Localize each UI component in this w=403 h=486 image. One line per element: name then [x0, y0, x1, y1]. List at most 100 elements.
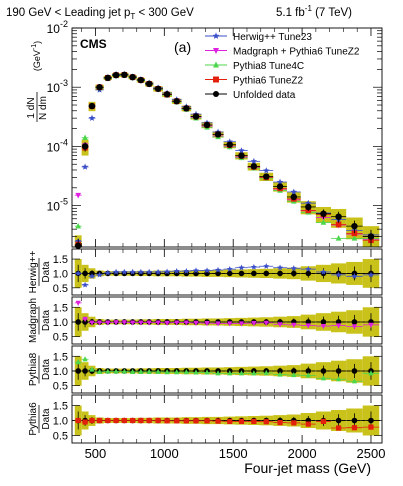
x-tick-label: 2500 [357, 446, 386, 461]
ratio-ylabel-den: Data [41, 261, 52, 283]
data-point [351, 230, 358, 237]
x-tick-label: 500 [85, 446, 107, 461]
mc-ratio-point [351, 324, 358, 330]
mc-ratio-point [183, 320, 189, 326]
mc-ratio-point [121, 320, 127, 326]
mc-ratio-point [183, 418, 189, 424]
data-point [203, 121, 211, 129]
mc-ratio-point [227, 418, 233, 424]
mc-ratio-point [291, 371, 297, 378]
mc-ratio-point [238, 418, 245, 424]
legend-label: Madgraph + Pythia6 TuneZ2 [233, 47, 360, 58]
mc-ratio-point [368, 424, 374, 430]
mc-ratio-point [130, 417, 136, 424]
data-point [163, 91, 171, 98]
mc-ratio-point [336, 376, 342, 382]
legend-marker [213, 61, 219, 68]
mc-ratio-point [193, 418, 199, 424]
main-frame [71, 27, 383, 248]
data-ratio-point [82, 270, 88, 277]
mc-ratio-point [215, 370, 221, 376]
data-point [81, 163, 89, 170]
data-point [276, 178, 284, 185]
mc-ratio-point [82, 281, 89, 288]
x-tick-label: 2000 [288, 446, 317, 461]
main-ytick-label: 10-4 [47, 137, 68, 154]
data-point [290, 188, 298, 195]
data-point [263, 167, 270, 174]
data-point [183, 105, 190, 112]
legend-marker [212, 32, 220, 39]
mc-ratio-point [105, 320, 111, 326]
data-point [335, 221, 342, 228]
mc-ratio-point [96, 368, 103, 374]
y-title-num: 1 dN [26, 97, 37, 118]
legend-marker [213, 91, 219, 97]
mc-ratio-point [251, 418, 257, 424]
ratio-ylabel-den: Data [41, 408, 52, 430]
mc-ratio-point [173, 267, 180, 274]
data-point [320, 219, 327, 225]
data-point [290, 193, 298, 201]
data-point [305, 203, 312, 211]
ratio-ytick-label: 1.5 [53, 401, 68, 413]
mc-ratio-point [82, 316, 88, 323]
mc-ratio-point [215, 321, 221, 327]
mc-ratio-point [277, 371, 283, 377]
legend-label: Pythia6 TuneZ2 [233, 76, 303, 87]
mc-ratio-point [96, 320, 103, 326]
mc-ratio-point [164, 418, 170, 424]
main-ytick-label: 10-3 [47, 78, 68, 95]
uncertainty-band [74, 72, 380, 247]
ratio-ytick-label: 1.5 [53, 254, 68, 266]
mc-ratio-point [204, 418, 210, 424]
data-ratio-point [277, 368, 283, 374]
mc-ratio-point [215, 418, 221, 424]
data-point [88, 114, 96, 121]
main-y-axis-title: 1 dN N dm (GeV-1) [26, 41, 49, 122]
data-ratio-point [305, 319, 312, 325]
legend: Herwig++ Tune23 Madgraph + Pythia6 TuneZ2… [205, 32, 360, 101]
mc-ratio-point [183, 267, 190, 274]
data-point [154, 85, 162, 92]
data-ratio-point [291, 368, 297, 374]
ratio-panel-herwig-: 0.5 1.0 1.5 Herwig++ Data [28, 248, 383, 296]
mc-ratio-point [320, 375, 327, 381]
mc-ratio-point [305, 421, 311, 427]
data-point [276, 183, 284, 190]
mc-ratio-point [96, 417, 103, 424]
mc-ratio-point [75, 359, 81, 365]
ratio-panel-pythia6: 0.5 1.0 1.5 Pythia6 Data [28, 394, 383, 444]
ratio-frame [71, 394, 383, 444]
mc-ratio-point [238, 321, 245, 327]
ratio-ytick-label: 1.0 [53, 317, 68, 329]
legend-label: Pythia8 Tune4C [233, 61, 304, 72]
data-ratio-point [238, 270, 245, 277]
mc-ratio-point [96, 271, 103, 278]
ratio-ytick-label: 1.5 [53, 351, 68, 363]
mc-ratio-point [320, 323, 327, 330]
mc-ratio-point [320, 418, 327, 424]
legend-label: Herwig++ Tune23 [233, 32, 312, 43]
mc-ratio-point [89, 417, 95, 424]
mc-ratio-point [305, 265, 312, 272]
data-ratio-point [226, 270, 233, 277]
legend-label: Unfolded data [233, 90, 296, 101]
mc-ratio-point [291, 322, 297, 329]
mc-ratio-point [155, 368, 161, 374]
mc-ratio-point [291, 420, 297, 426]
mc-ratio-point [251, 370, 257, 376]
mc-ratio-point [75, 300, 81, 306]
mc-ratio-point [164, 268, 171, 275]
data-point [238, 147, 245, 154]
selection-label: 190 GeV < Leading jet pT < 300 GeV [6, 7, 194, 21]
mc-ratio-point [215, 266, 222, 273]
mc-ratio-point [174, 418, 180, 424]
data-point [192, 113, 200, 120]
ratio-ytick-label: 0.5 [53, 332, 68, 344]
mc-ratio-point [305, 323, 311, 329]
data-ratio-point [291, 270, 297, 277]
data-point [82, 134, 88, 141]
mc-ratio-point [251, 321, 257, 327]
data-ratio-point [305, 368, 312, 374]
